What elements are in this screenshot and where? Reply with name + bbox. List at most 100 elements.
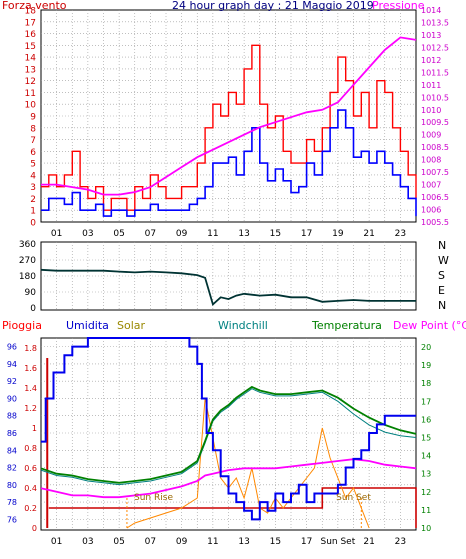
direction-y-tick-label: 360 [19,240,36,250]
pressure-y-tick-label: 1007.5 [421,168,449,177]
humidity-y-tick-label: 96 [7,343,17,352]
panel1-x-tick-label: 07 [145,229,156,239]
wind-speed-label: Forza vento [2,0,67,12]
sunrise-label: Sun Rise [134,493,173,503]
compass-label: N [438,239,446,252]
rain-y-tick-label: 0.8 [24,444,37,453]
rain-y-tick-label: 0.2 [24,504,37,513]
pressure-y-tick-label: 1011 [421,81,441,90]
wind-y-tick-label: 7 [30,136,36,146]
panel3-x-tick-label: 05 [113,537,124,547]
temperature-y-tick-label: 17 [421,397,431,406]
wind-y-tick-label: 18 [25,7,37,17]
compass-label: S [438,269,445,282]
pressure-y-tick-label: 1011.5 [421,68,449,77]
compass-label: W [438,254,449,267]
rain-y-tick-label: 0.4 [24,484,37,493]
rain-y-tick-label: 1 [32,424,37,433]
wind-y-tick-label: 9 [30,113,36,123]
panel3-x-tick-label: 15 [270,537,281,547]
panel1-x-tick-label: 09 [176,229,188,239]
wind-y-tick-label: 12 [25,77,36,87]
pressure-series [41,36,417,196]
pressure-y-tick-label: 1008 [421,156,441,165]
panel3-x-tick-label: 01 [51,537,62,547]
pressure-y-tick-label: 1013 [421,31,441,40]
windchill-label: Windchill [218,319,268,332]
compass-label: E [438,284,445,297]
direction-y-tick-label: 270 [19,256,36,266]
wind-y-tick-label: 16 [25,30,37,40]
humidity-y-tick-label: 76 [7,515,17,524]
pressure-y-tick-label: 1012 [421,56,441,65]
humidity-y-tick-label: 92 [7,377,17,386]
panel1-x-tick-label: 01 [51,229,62,239]
rain-y-tick-label: 1.6 [24,364,37,373]
rain-label: Pioggia [2,319,42,332]
humidity-y-tick-label: 90 [7,394,17,403]
wind-y-tick-label: 8 [30,124,36,134]
panel1-x-tick-label: 17 [301,229,312,239]
pressure-y-tick-label: 1013.5 [421,18,449,27]
pressure-y-tick-label: 1014 [421,6,441,15]
panel1-x-tick-label: 03 [82,229,93,239]
wind-y-tick-label: 11 [25,89,36,99]
humidity-y-tick-label: 94 [7,360,17,369]
wind-y-tick-label: 5 [30,160,36,170]
humidity-y-tick-label: 88 [7,412,17,421]
humidity-y-tick-label: 86 [7,429,17,438]
panel2-series [40,268,416,307]
panel3-x-tick-label: 23 [395,537,406,547]
avg-wind-series [41,109,417,217]
temperature-y-tick-label: 11 [421,506,431,515]
pressure-y-tick-label: 1009.5 [421,118,449,127]
solar-series [126,397,370,529]
wind-y-tick-label: 1 [30,207,36,217]
wind-y-tick-label: 15 [25,42,36,52]
pressure-y-tick-label: 1009 [421,131,441,140]
pressure-y-tick-label: 1006.5 [421,193,449,202]
temperature-y-tick-label: 10 [421,524,431,533]
humidity-y-tick-label: 78 [7,498,17,507]
wind-y-tick-label: 17 [25,18,36,28]
windchill-series [40,388,417,486]
sunset-label: Sun Set [336,493,371,503]
wind-direction-series [40,268,416,307]
panel3-x-tick-label: 11 [207,537,218,547]
panel3-ticks: 76 78 80 82 84 86 88 90 92 94 96 0 0.2 0.4 0.6 0.8 1 1.2 1… [7,343,431,547]
wind-y-tick-label: 6 [30,148,36,158]
panel1-x-tick-label: 13 [238,229,249,239]
panel3-x-tick-label: 03 [82,537,93,547]
pressure-y-tick-label: 1008.5 [421,143,449,152]
compass-label: N [438,299,446,312]
rain-y-tick-label: 0 [32,524,37,533]
panel1-x-tick-label: 19 [332,229,344,239]
wind-y-tick-label: 3 [30,183,36,193]
panel1-series [41,36,417,217]
temperature-y-tick-label: 13 [421,470,431,479]
humidity-y-tick-label: 82 [7,464,17,473]
direction-y-tick-label: 90 [25,288,37,298]
rain-y-tick-label: 1.4 [24,384,37,393]
panel3-x-tick-label: Sun Set [320,537,355,547]
panel1-x-tick-label: 21 [363,229,374,239]
panel1-ticks: 01234567891011121314151617181005.5100610… [25,6,449,239]
humidity-series [41,337,416,521]
pressure-y-tick-label: 1006 [421,206,441,215]
humidity-y-tick-label: 80 [7,481,17,490]
temperature-y-tick-label: 19 [421,361,431,370]
temperature-y-tick-label: 18 [421,379,431,388]
panel3-x-tick-label: 07 [145,537,156,547]
panel1-x-tick-label: 15 [270,229,281,239]
pressure-y-tick-label: 1012.5 [421,43,449,52]
rain-y-tick-label: 1.8 [24,344,37,353]
wind-y-tick-label: 0 [30,219,36,229]
rain-series [48,487,417,528]
panel1-x-tick-label: 05 [113,229,124,239]
panel3-x-tick-label: 09 [176,537,188,547]
solar-label: Solar [117,319,146,332]
humidity-y-tick-label: 84 [7,446,17,455]
